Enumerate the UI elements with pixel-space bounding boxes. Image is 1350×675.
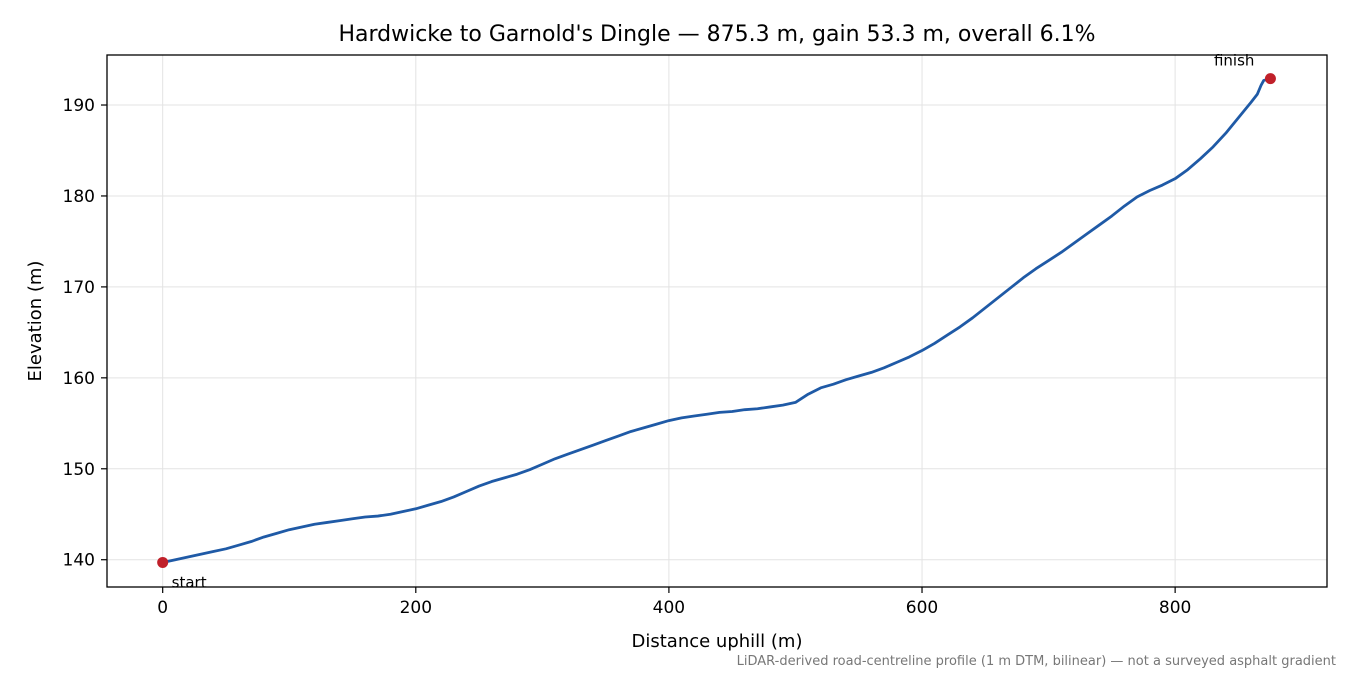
finish-label: finish [1214, 52, 1254, 70]
y-tick-label: 160 [63, 369, 95, 389]
gridlines [107, 55, 1327, 587]
y-tick-label: 150 [63, 460, 95, 480]
x-tick-label: 600 [906, 598, 938, 618]
y-tick-label: 190 [63, 96, 95, 116]
elevation-line [161, 77, 1272, 564]
start-marker [157, 556, 169, 568]
x-axis-label: Distance uphill (m) [632, 631, 803, 652]
x-tick-label: 400 [653, 598, 685, 618]
start-label: start [172, 573, 207, 591]
y-tick-label: 140 [63, 551, 95, 571]
y-axis-label: Elevation (m) [25, 261, 46, 382]
y-tick-label: 170 [63, 278, 95, 298]
x-tick-label: 200 [400, 598, 432, 618]
x-tick-label: 0 [157, 598, 168, 618]
chart-title: Hardwicke to Garnold's Dingle — 875.3 m,… [338, 22, 1095, 47]
plot-frame [106, 54, 1328, 588]
chart-caption: LiDAR-derived road-centreline profile (1… [737, 654, 1336, 669]
x-tick-label: 800 [1159, 598, 1191, 618]
y-tick-label: 180 [63, 187, 95, 207]
finish-marker [1264, 73, 1276, 85]
axis-ticks: 0 200 400 600 800 140 150 160 170 180 190 [63, 96, 1192, 618]
